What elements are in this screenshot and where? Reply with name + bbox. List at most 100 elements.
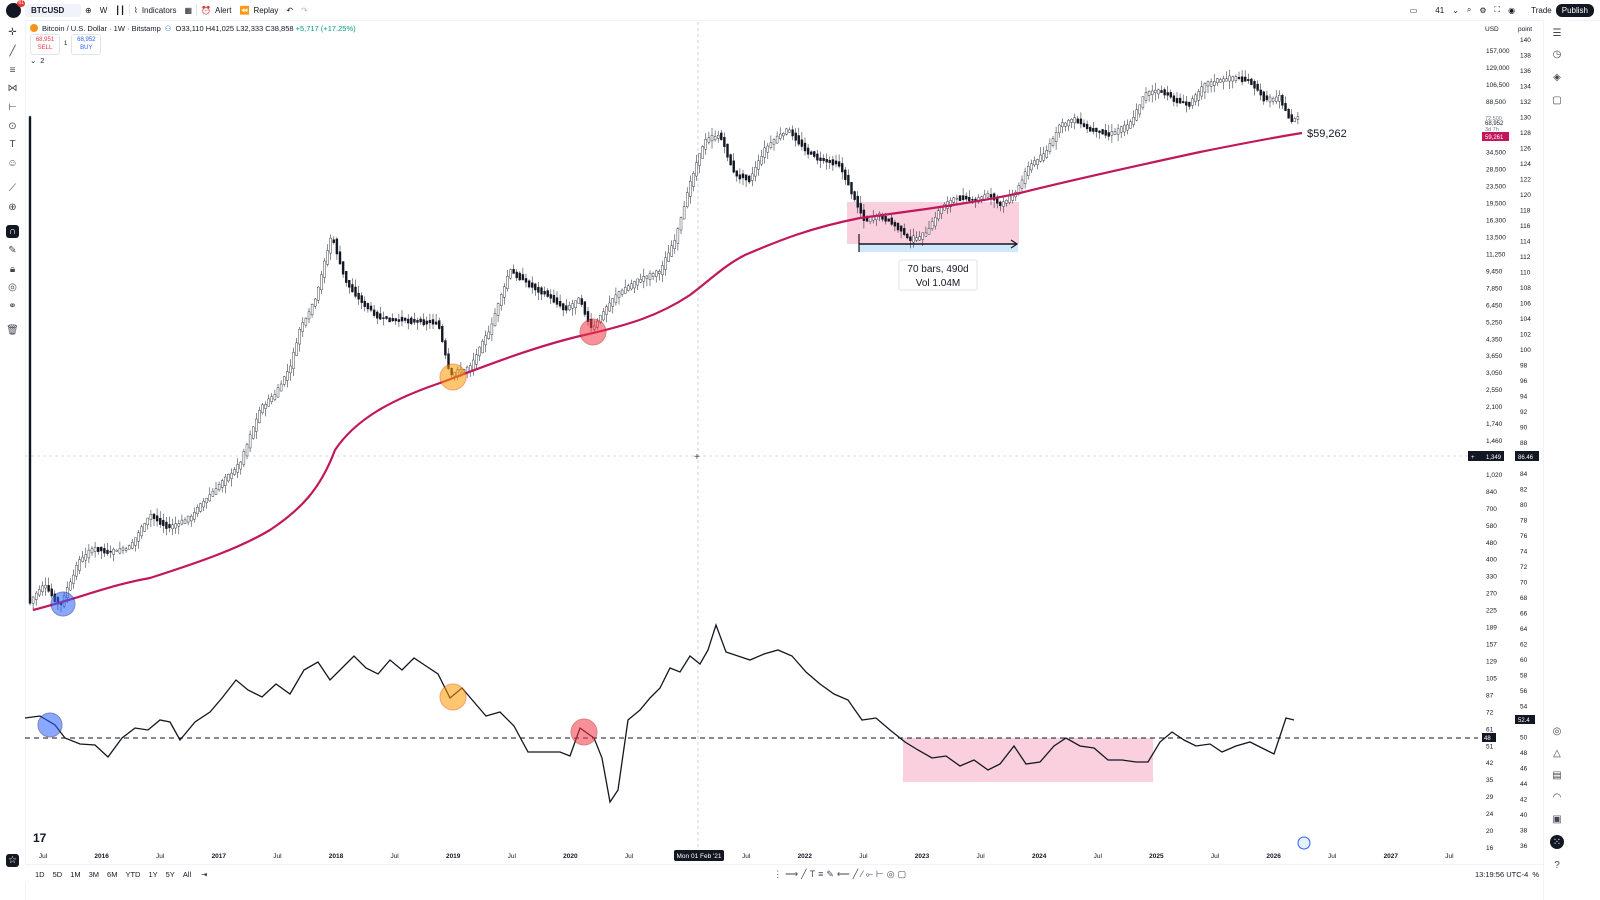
camera-icon[interactable]: ◉ [1508, 5, 1516, 15]
pattern-icon[interactable]: ⋈ [7, 83, 18, 94]
layout-icon[interactable]: ▭ [1409, 5, 1418, 15]
text-icon[interactable]: T [9, 139, 16, 150]
chevron-down-icon[interactable]: ⌄ [1452, 5, 1459, 15]
range-button-1m[interactable]: 1M [70, 869, 81, 879]
symbol-search-button[interactable]: BTCUSD [25, 3, 81, 17]
indicator-marker-orange[interactable] [439, 683, 467, 711]
fullscreen-icon[interactable]: ⛶ [1494, 5, 1501, 14]
date-range-icon[interactable]: ⇥ [201, 869, 208, 879]
price-axis[interactable]: 157,000129,000106,50088,50050,50041,5003… [1486, 48, 1510, 852]
alert-button[interactable]: ⏰ Alert [197, 0, 235, 20]
indicators-collapse[interactable]: ⌄ 2 [30, 54, 358, 66]
user-avatar[interactable]: 61 [6, 0, 25, 18]
price-chart[interactable]: + 70 bars, 490d Vol 1.04M $59,262 17 Jul… [0, 0, 1543, 864]
indicators-button[interactable]: ⌇ Indicators [130, 0, 181, 20]
range-button-3m[interactable]: 3M [88, 869, 100, 879]
lock-icon[interactable]: 🔒︎ [9, 264, 16, 275]
candle-body [651, 273, 655, 277]
range-button-1y[interactable]: 1Y [148, 869, 158, 879]
indicator-marker-red[interactable] [570, 718, 598, 746]
currency-label[interactable]: USD [1485, 26, 1499, 33]
projection-icon[interactable]: ⊢ [8, 102, 17, 113]
indicator-line[interactable] [24, 623, 1295, 804]
draw-mode-icon[interactable]: ✎ [8, 245, 17, 256]
layers-icon[interactable]: ◈ [1553, 71, 1561, 83]
apps-grid-icon[interactable]: ⁙ [1550, 835, 1564, 849]
compare-icon[interactable]: ⊕ [85, 5, 92, 15]
crosshair-alert-icon[interactable]: + [1471, 455, 1475, 461]
time-axis[interactable]: Jul 2016 Jul 2017 Jul 2018 Jul 2019 Jul 2020 Jul 20… [39, 853, 1454, 860]
time-tick-label: Jul [273, 853, 282, 860]
range-button-all[interactable]: All [182, 869, 192, 879]
marker-blue-2015[interactable] [50, 591, 76, 617]
target-icon[interactable]: ◎ [1552, 725, 1562, 737]
floating-drawing-toolbar[interactable]: ⋮⟶╱T≡✎⟵╱⁄⟜⊢◎▢ [773, 868, 910, 879]
candle-body [748, 175, 751, 183]
redo-icon[interactable]: ↷ [301, 5, 308, 15]
trash-icon[interactable]: 🗑︎ [6, 325, 19, 336]
crosshair-icon[interactable]: ✛ [8, 27, 17, 38]
point-unit-label[interactable]: point [1518, 26, 1532, 33]
candle-body [1209, 81, 1213, 87]
templates-icon[interactable]: ▦ [184, 5, 193, 15]
clock-icon[interactable]: ◷ [1552, 48, 1562, 60]
marker-red-2020[interactable] [579, 318, 607, 346]
search-icon[interactable]: ⌕ [1466, 5, 1472, 14]
candle-body [1079, 118, 1083, 125]
zoom-value[interactable]: 41 [1435, 5, 1445, 15]
symbol-title[interactable]: Bitcoin / U.S. Dollar · 1W · Bitstamp [42, 23, 161, 33]
sell-button[interactable]: 68,951 SELL [30, 33, 60, 55]
drawings-icon[interactable]: △ [1553, 747, 1561, 759]
link-icon[interactable]: ⚭ [8, 301, 17, 312]
indicator-range-box[interactable] [903, 738, 1153, 782]
buy-button[interactable]: 68,952 BUY [71, 33, 102, 55]
range-button-6m[interactable]: 6M [107, 869, 118, 879]
candle-body [469, 365, 472, 372]
magnet-icon[interactable]: ∩ [6, 225, 19, 238]
candle-body [893, 221, 897, 227]
interval-button[interactable]: W [99, 5, 108, 15]
candle-body [329, 237, 332, 254]
range-button-ytd[interactable]: YTD [125, 869, 141, 879]
zoom-in-icon[interactable]: ⊕ [8, 202, 17, 213]
chart-type-icon[interactable]: ┃┃ [115, 5, 125, 15]
fib-icon[interactable]: ≡ [9, 65, 16, 76]
candle-body [1129, 121, 1132, 129]
candle-body [1067, 120, 1070, 127]
calendar-icon[interactable]: ▤ [1552, 769, 1562, 781]
candle-body [431, 319, 435, 325]
trade-button[interactable]: Trade [1531, 5, 1552, 15]
point-tick-label: 102 [1520, 332, 1531, 339]
publish-button[interactable]: Publish [1555, 3, 1594, 17]
range-button-1d[interactable]: 1D [35, 869, 45, 879]
trend-line-icon[interactable]: ╱ [9, 46, 16, 57]
range-button-5d[interactable]: 5D [52, 869, 63, 879]
eye-icon[interactable]: ◎ [8, 282, 17, 293]
point-tick-label: 114 [1520, 239, 1531, 246]
replay-button[interactable]: ⏪ Replay [235, 0, 282, 20]
price-tick-label: 42 [1486, 760, 1494, 767]
undo-icon[interactable]: ↶ [286, 5, 294, 15]
date-range-box[interactable] [847, 202, 1019, 244]
range-button-5y[interactable]: 5Y [165, 869, 175, 879]
broadcast-icon[interactable]: ◠ [1552, 791, 1562, 803]
brush-icon[interactable]: ⊙ [8, 121, 17, 132]
candle-body [87, 549, 91, 559]
candle-body [943, 204, 946, 211]
events-flag-icon[interactable] [1297, 836, 1311, 850]
watchlist-icon[interactable]: ☰ [1552, 27, 1562, 39]
help-icon[interactable]: ? [1554, 859, 1560, 871]
notifications-icon[interactable]: ▣ [1552, 813, 1562, 825]
point-axis[interactable]: 140 138 136 134 132 130 128 126 124 122 120 118 116 1… [1520, 37, 1531, 850]
marker-orange-2018[interactable] [439, 363, 467, 391]
watchlist-star-icon[interactable]: ☆ [6, 854, 19, 867]
emoji-icon[interactable]: ☺ [7, 158, 18, 169]
indicator-marker-blue[interactable] [37, 712, 63, 738]
chat-icon[interactable]: ▢ [1552, 94, 1562, 106]
adjust-icon[interactable]: % [1532, 869, 1539, 879]
ruler-icon[interactable]: ⟋ [9, 183, 16, 194]
candle-body [1002, 201, 1005, 207]
candle-body [245, 443, 249, 457]
moving-average-line[interactable] [32, 131, 1303, 612]
gear-icon[interactable]: ⚙ [1479, 5, 1487, 15]
